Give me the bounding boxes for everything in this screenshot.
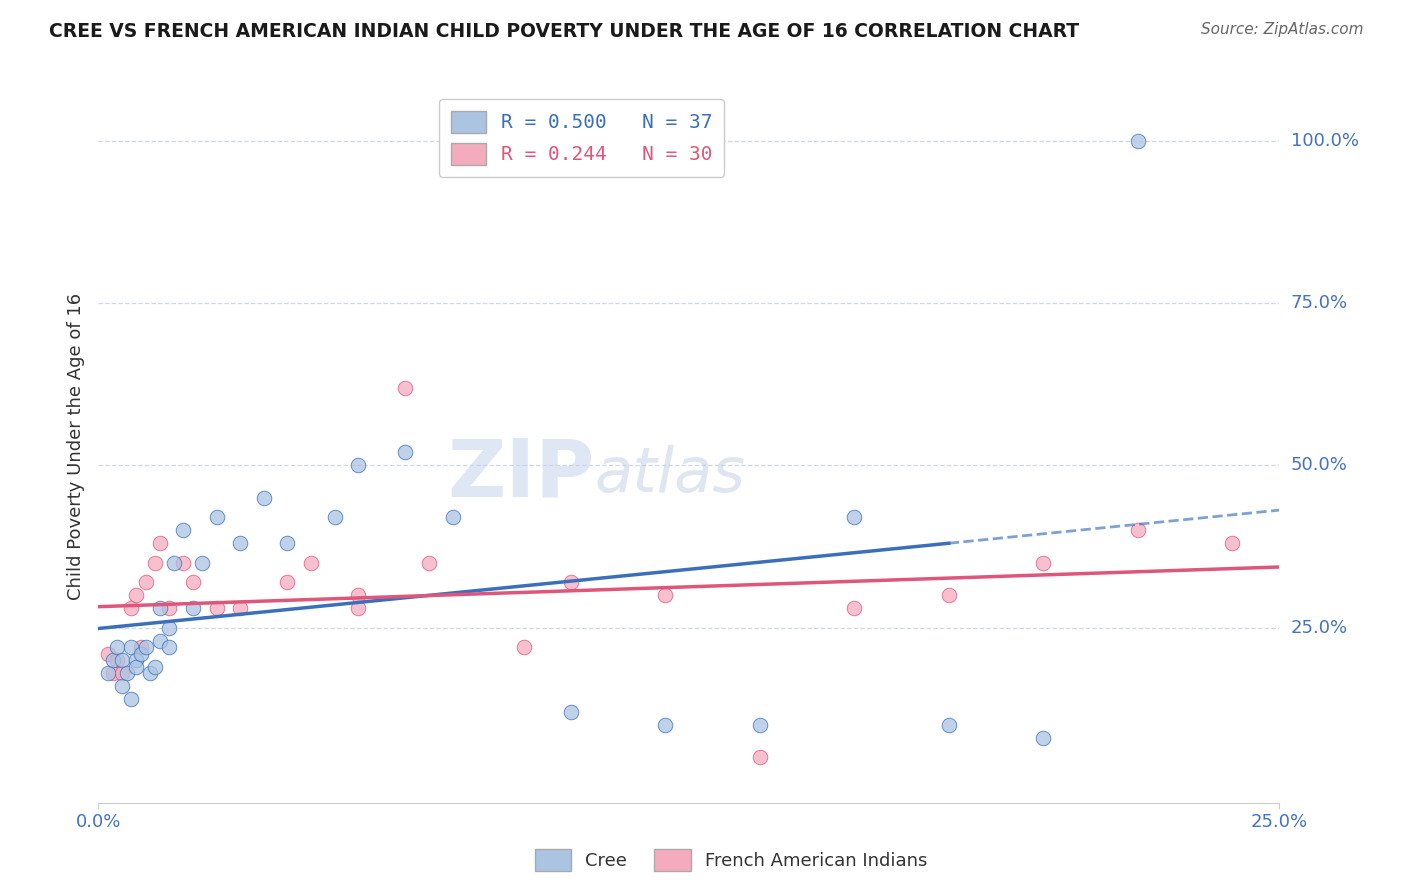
Point <box>441 510 464 524</box>
Point <box>1126 134 1149 148</box>
Point <box>347 458 370 473</box>
Point <box>560 705 582 719</box>
Y-axis label: Child Poverty Under the Age of 16: Child Poverty Under the Age of 16 <box>66 293 84 599</box>
Text: 75.0%: 75.0% <box>1291 294 1348 312</box>
Point <box>101 666 124 681</box>
Text: Source: ZipAtlas.com: Source: ZipAtlas.com <box>1201 22 1364 37</box>
Point <box>654 588 676 602</box>
Point <box>748 750 770 764</box>
Point <box>205 601 228 615</box>
Point <box>125 659 148 673</box>
Point <box>121 692 143 706</box>
Legend: Cree, French American Indians: Cree, French American Indians <box>527 842 935 879</box>
Point <box>1126 524 1149 538</box>
Text: ZIP: ZIP <box>447 435 595 514</box>
Point <box>748 718 770 732</box>
Point <box>157 640 180 654</box>
Point <box>139 666 162 681</box>
Point <box>101 653 124 667</box>
Point <box>938 588 960 602</box>
Point <box>229 536 252 550</box>
Point <box>229 601 252 615</box>
Point <box>97 666 120 681</box>
Point <box>111 679 134 693</box>
Point <box>181 601 204 615</box>
Point <box>844 510 866 524</box>
Point <box>654 718 676 732</box>
Point <box>172 524 194 538</box>
Point <box>163 556 186 570</box>
Point <box>512 640 534 654</box>
Point <box>1032 556 1054 570</box>
Point <box>149 633 172 648</box>
Text: 100.0%: 100.0% <box>1291 132 1358 150</box>
Point <box>844 601 866 615</box>
Point <box>105 653 128 667</box>
Text: CREE VS FRENCH AMERICAN INDIAN CHILD POVERTY UNDER THE AGE OF 16 CORRELATION CHA: CREE VS FRENCH AMERICAN INDIAN CHILD POV… <box>49 22 1080 41</box>
Point <box>111 653 134 667</box>
Point <box>149 536 172 550</box>
Point <box>191 556 214 570</box>
Text: 25.0%: 25.0% <box>1291 619 1348 637</box>
Point <box>149 601 172 615</box>
Point <box>135 640 157 654</box>
Point <box>125 588 148 602</box>
Point <box>347 601 370 615</box>
Point <box>157 601 180 615</box>
Point <box>129 647 152 661</box>
Legend: R = 0.500   N = 37, R = 0.244   N = 30: R = 0.500 N = 37, R = 0.244 N = 30 <box>439 99 724 177</box>
Point <box>205 510 228 524</box>
Point <box>299 556 322 570</box>
Text: atlas: atlas <box>595 444 745 505</box>
Point <box>938 718 960 732</box>
Point <box>97 647 120 661</box>
Point <box>129 640 152 654</box>
Point <box>253 491 276 505</box>
Text: 50.0%: 50.0% <box>1291 457 1347 475</box>
Point <box>418 556 440 570</box>
Point <box>323 510 346 524</box>
Point <box>276 575 298 590</box>
Point <box>121 640 143 654</box>
Point <box>105 640 128 654</box>
Point <box>111 666 134 681</box>
Point <box>1032 731 1054 745</box>
Point <box>135 575 157 590</box>
Point <box>157 621 180 635</box>
Point <box>121 601 143 615</box>
Point <box>276 536 298 550</box>
Point <box>172 556 194 570</box>
Point <box>181 575 204 590</box>
Point <box>143 659 166 673</box>
Point <box>560 575 582 590</box>
Point <box>143 556 166 570</box>
Point <box>115 666 138 681</box>
Point <box>394 445 416 459</box>
Point <box>125 653 148 667</box>
Point <box>1220 536 1243 550</box>
Point <box>394 381 416 395</box>
Point <box>347 588 370 602</box>
